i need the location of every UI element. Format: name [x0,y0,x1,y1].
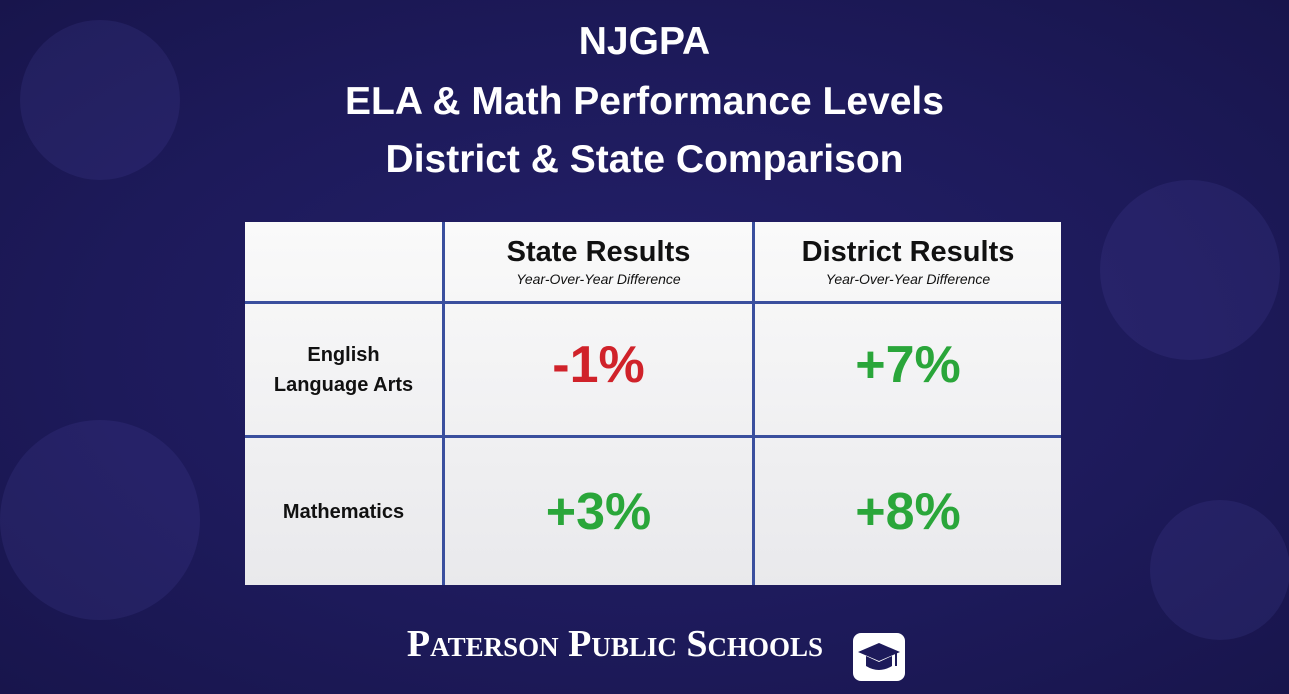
table-cell: +7% [755,304,1061,426]
row-label: Mathematics [283,497,404,527]
column-header: State Results Year-Over-Year Difference [445,222,752,301]
decoration [0,420,200,620]
table-cell: -1% [445,304,752,426]
column-subtitle: Year-Over-Year Difference [516,271,680,287]
column-subtitle: Year-Over-Year Difference [826,271,990,287]
column-title: State Results [507,236,691,269]
logo-icon [852,632,906,682]
table-cell: +3% [445,438,752,585]
title-line: ELA & Math Performance Levels [0,80,1289,124]
slide: NJGPA ELA & Math Performance Levels Dist… [0,0,1289,694]
column-header: District Results Year-Over-Year Differen… [755,222,1061,301]
row-header: English Language Arts [245,304,442,435]
cell-value: +3% [546,482,652,542]
title-line: District & State Comparison [0,138,1289,182]
comparison-table: State Results Year-Over-Year Difference … [245,222,1061,585]
footer-logo-text: Paterson Public Schools [380,622,850,666]
row-label: Language Arts [274,370,413,400]
row-header: Mathematics [245,438,442,585]
table-cell: +8% [755,438,1061,585]
decoration [1150,500,1289,640]
title-line: NJGPA [0,20,1289,64]
column-title: District Results [802,236,1015,269]
cell-value: +7% [855,335,961,395]
decoration [1100,180,1280,360]
cell-value: -1% [552,335,644,395]
row-label: English [307,340,379,370]
cell-value: +8% [855,482,961,542]
